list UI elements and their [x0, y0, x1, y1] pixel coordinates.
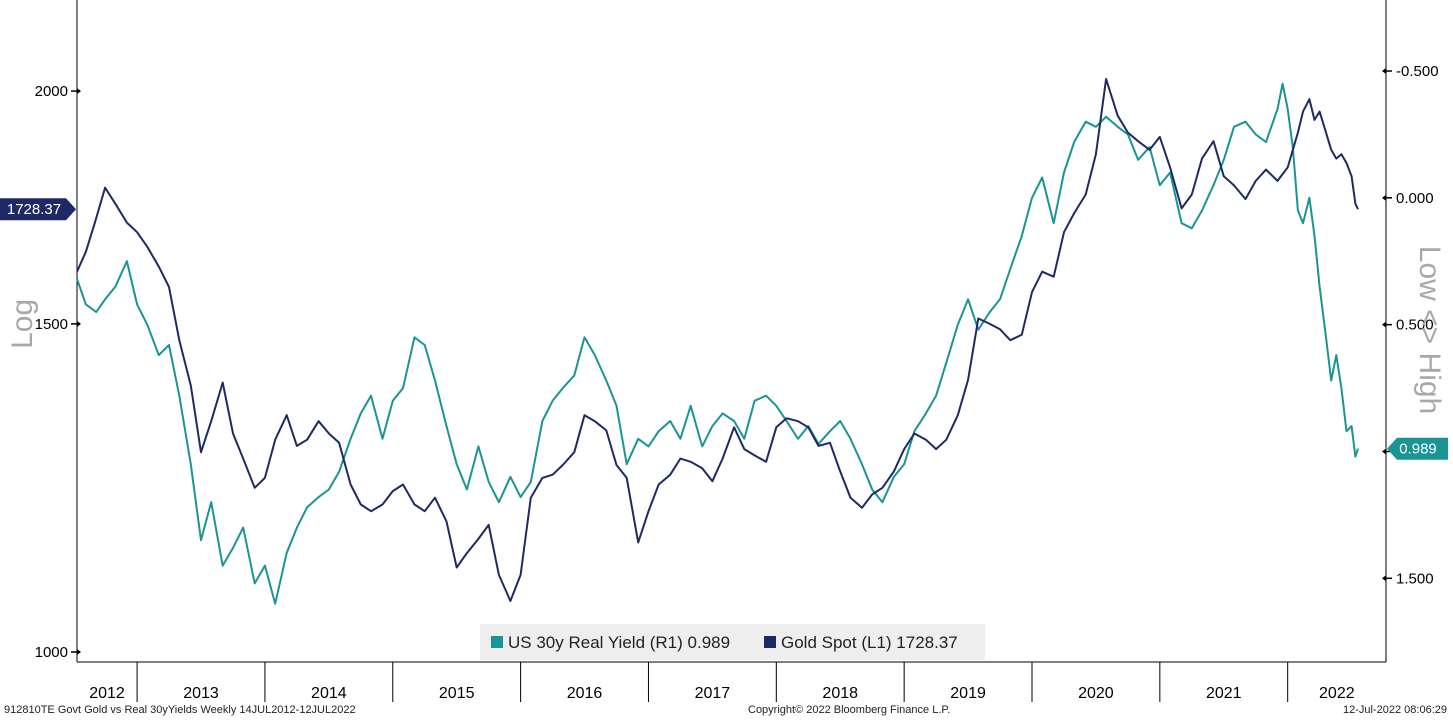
right-tick-label: 0.500	[1396, 317, 1434, 334]
legend-swatch	[764, 636, 776, 648]
left-tick-arrow	[77, 88, 81, 95]
right-tick-label: 1.500	[1396, 570, 1434, 587]
legend-swatch	[491, 636, 503, 648]
yield-last-tag	[1387, 437, 1448, 460]
right-tick-arrow	[1382, 575, 1386, 582]
yield-last-tag-label: 0.989	[1399, 441, 1437, 458]
gold-last-tag	[0, 198, 76, 221]
right-tick-arrow	[1382, 194, 1386, 201]
year-label: 2016	[567, 685, 603, 702]
gold-last-tag-label: 1728.37	[7, 201, 61, 218]
right-tick-arrow	[1382, 68, 1386, 75]
footer-source: 912810TE Govt Gold vs Real 30yYields Wee…	[4, 704, 356, 716]
year-label: 2019	[950, 685, 986, 702]
left-axis-label: Log	[6, 299, 39, 349]
year-label: 2012	[89, 685, 125, 702]
footer-timestamp: 12-Jul-2022 08:06:29	[1343, 704, 1447, 716]
year-label: 2022	[1319, 685, 1355, 702]
left-tick-label: 2000	[35, 83, 68, 100]
right-tick-arrow	[1382, 321, 1386, 328]
legend-entry-label: US 30y Real Yield (R1) 0.989	[508, 633, 730, 652]
left-tick-arrow	[77, 320, 81, 327]
year-label: 2021	[1206, 685, 1242, 702]
legend: US 30y Real Yield (R1) 0.989 Gold Spot (L…	[480, 624, 985, 660]
right-tick-label: 0.000	[1396, 190, 1434, 207]
series-layer	[76, 78, 1359, 605]
real-yield-line	[76, 82, 1359, 605]
legend-entry-label: Gold Spot (L1) 1728.37	[781, 633, 958, 652]
footer-copyright: Copyright© 2022 Bloomberg Finance L.P.	[748, 704, 951, 716]
right-tick-label: -0.500	[1396, 63, 1439, 80]
right-tick-arrow	[1382, 448, 1386, 455]
left-tick-label: 1000	[35, 644, 68, 661]
year-label: 2014	[311, 685, 347, 702]
left-tick-arrow	[77, 649, 81, 655]
year-label: 2020	[1078, 685, 1114, 702]
last-value-tags: 1728.37 0.989	[0, 198, 1448, 460]
gold-spot-line	[76, 78, 1359, 602]
chart-axes: 100015002000Log-0.5000.0000.5001.0001.50…	[6, 0, 1446, 702]
legend-box	[480, 624, 985, 660]
year-label: 2017	[695, 685, 731, 702]
left-tick-label: 1500	[35, 316, 68, 333]
right-axis-label: Low <> High	[1413, 246, 1446, 414]
year-label: 2018	[822, 685, 858, 702]
year-label: 2015	[439, 685, 475, 702]
year-label: 2013	[183, 685, 219, 702]
